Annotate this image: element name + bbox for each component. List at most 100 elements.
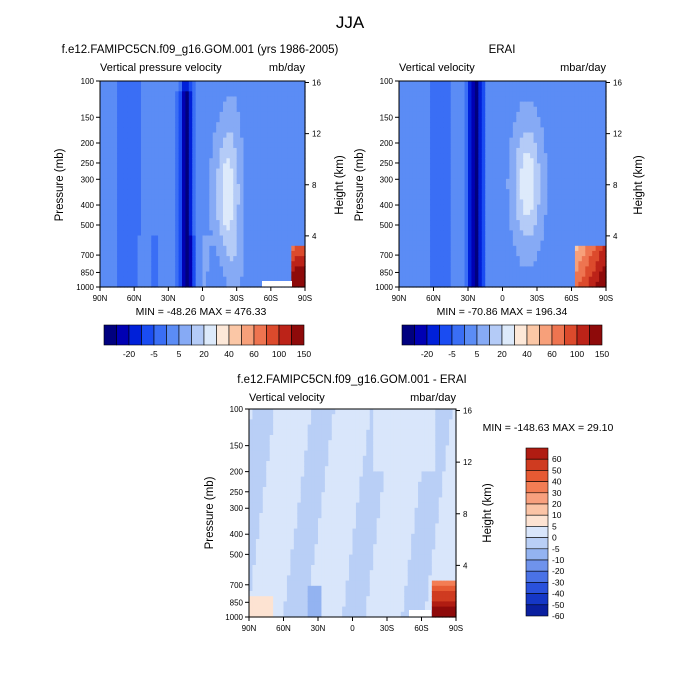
heatmap-cell <box>270 81 275 87</box>
heatmap-cell <box>574 209 579 216</box>
heatmap-cell <box>426 240 431 247</box>
heatmap-cell <box>103 106 108 113</box>
heatmap-cell <box>537 158 542 164</box>
heatmap-cell <box>537 142 542 149</box>
heatmap-cell <box>588 86 593 92</box>
heatmap-cell <box>409 106 414 113</box>
heatmap-cell <box>284 230 289 237</box>
heatmap-cell <box>178 194 183 201</box>
heatmap-cell <box>519 111 524 118</box>
heatmap-cell <box>164 147 169 154</box>
heatmap-cell <box>270 142 275 149</box>
heatmap-cell <box>547 117 552 123</box>
heatmap-cell <box>578 86 583 92</box>
heatmap-cell <box>492 142 497 149</box>
heatmap-cell <box>588 256 593 262</box>
heatmap-cell <box>585 111 590 118</box>
heatmap-cell <box>281 199 286 206</box>
heatmap-cell <box>100 178 105 185</box>
heatmap-cell <box>123 266 128 273</box>
heatmap-cell <box>495 250 500 257</box>
heatmap-cell <box>249 559 254 566</box>
heatmap-cell <box>550 153 555 159</box>
heatmap-cell <box>277 158 282 164</box>
heatmap-cell <box>523 101 528 108</box>
heatmap-cell <box>257 245 262 252</box>
heatmap-cell <box>147 184 152 190</box>
heatmap-cell <box>554 261 559 267</box>
heatmap-cell <box>402 137 407 144</box>
heatmap-cell <box>252 507 257 514</box>
heatmap-cell <box>492 209 497 216</box>
heatmap-cell <box>212 209 217 216</box>
heatmap-cell <box>502 245 507 252</box>
heatmap-cell <box>127 184 132 190</box>
heatmap-cell <box>151 225 156 231</box>
heatmap-cell <box>123 194 128 201</box>
heatmap-cell <box>399 225 404 231</box>
heatmap-cell <box>277 250 282 257</box>
heatmap-cell <box>578 163 583 170</box>
heatmap-cell <box>447 127 452 134</box>
heatmap-cell <box>284 153 289 159</box>
heatmap-cell <box>488 86 493 92</box>
heatmap-cell <box>495 271 500 278</box>
heatmap-cell <box>561 117 566 123</box>
panel-diff <box>249 409 457 618</box>
heatmap-cell <box>530 158 535 164</box>
heatmap-cell <box>117 101 122 108</box>
heatmap-cell <box>168 137 173 144</box>
heatmap-cell <box>564 127 569 134</box>
heatmap-cell <box>523 158 528 164</box>
heatmap-cell <box>488 147 493 154</box>
heatmap-cell <box>399 209 404 216</box>
heatmap-cell <box>543 96 548 103</box>
heatmap-cell <box>171 276 176 283</box>
heatmap-cell <box>581 173 586 180</box>
heatmap-cell <box>561 106 566 113</box>
heatmap-cell <box>158 266 163 273</box>
heatmap-cell <box>277 189 282 195</box>
heatmap-cell <box>488 256 493 262</box>
heatmap-cell <box>574 214 579 221</box>
heatmap-cell <box>110 117 115 123</box>
heatmap-cell <box>164 189 169 195</box>
heatmap-cell <box>516 225 521 231</box>
heatmap-cell <box>523 81 528 87</box>
heatmap-cell <box>450 214 455 221</box>
heatmap-cell <box>588 230 593 237</box>
heatmap-cell <box>409 153 414 159</box>
heatmap-cell <box>578 271 583 278</box>
heatmap-cell <box>188 189 193 195</box>
heatmap-cell <box>110 235 115 242</box>
heatmap-cell <box>171 194 176 201</box>
heatmap-cell <box>454 168 459 175</box>
heatmap-cell <box>246 209 251 216</box>
heatmap-cell <box>509 137 514 144</box>
heatmap-cell <box>595 163 600 170</box>
heatmap-cell <box>123 101 128 108</box>
heatmap-cell <box>161 122 166 128</box>
heatmap-cell <box>530 106 535 113</box>
heatmap-cell <box>192 184 197 190</box>
heatmap-cell <box>216 225 221 231</box>
heatmap-cell <box>464 122 469 128</box>
heatmap-cell <box>291 163 296 170</box>
heatmap-cell <box>454 271 459 278</box>
heatmap-cell <box>120 266 125 273</box>
heatmap-cell <box>423 240 428 247</box>
heatmap-cell <box>158 209 163 216</box>
heatmap-cell <box>243 184 248 190</box>
heatmap-cell <box>130 261 135 267</box>
heatmap-cell <box>419 240 424 247</box>
heatmap-cell <box>216 261 221 267</box>
heatmap-cell <box>110 106 115 113</box>
heatmap-cell <box>402 132 407 139</box>
heatmap-cell <box>127 111 132 118</box>
heatmap-cell <box>178 122 183 128</box>
heatmap-cell <box>499 209 504 216</box>
heatmap-cell <box>212 271 217 278</box>
heatmap-cell <box>192 204 197 211</box>
heatmap-cell <box>205 168 210 175</box>
heatmap-cell <box>178 261 183 267</box>
